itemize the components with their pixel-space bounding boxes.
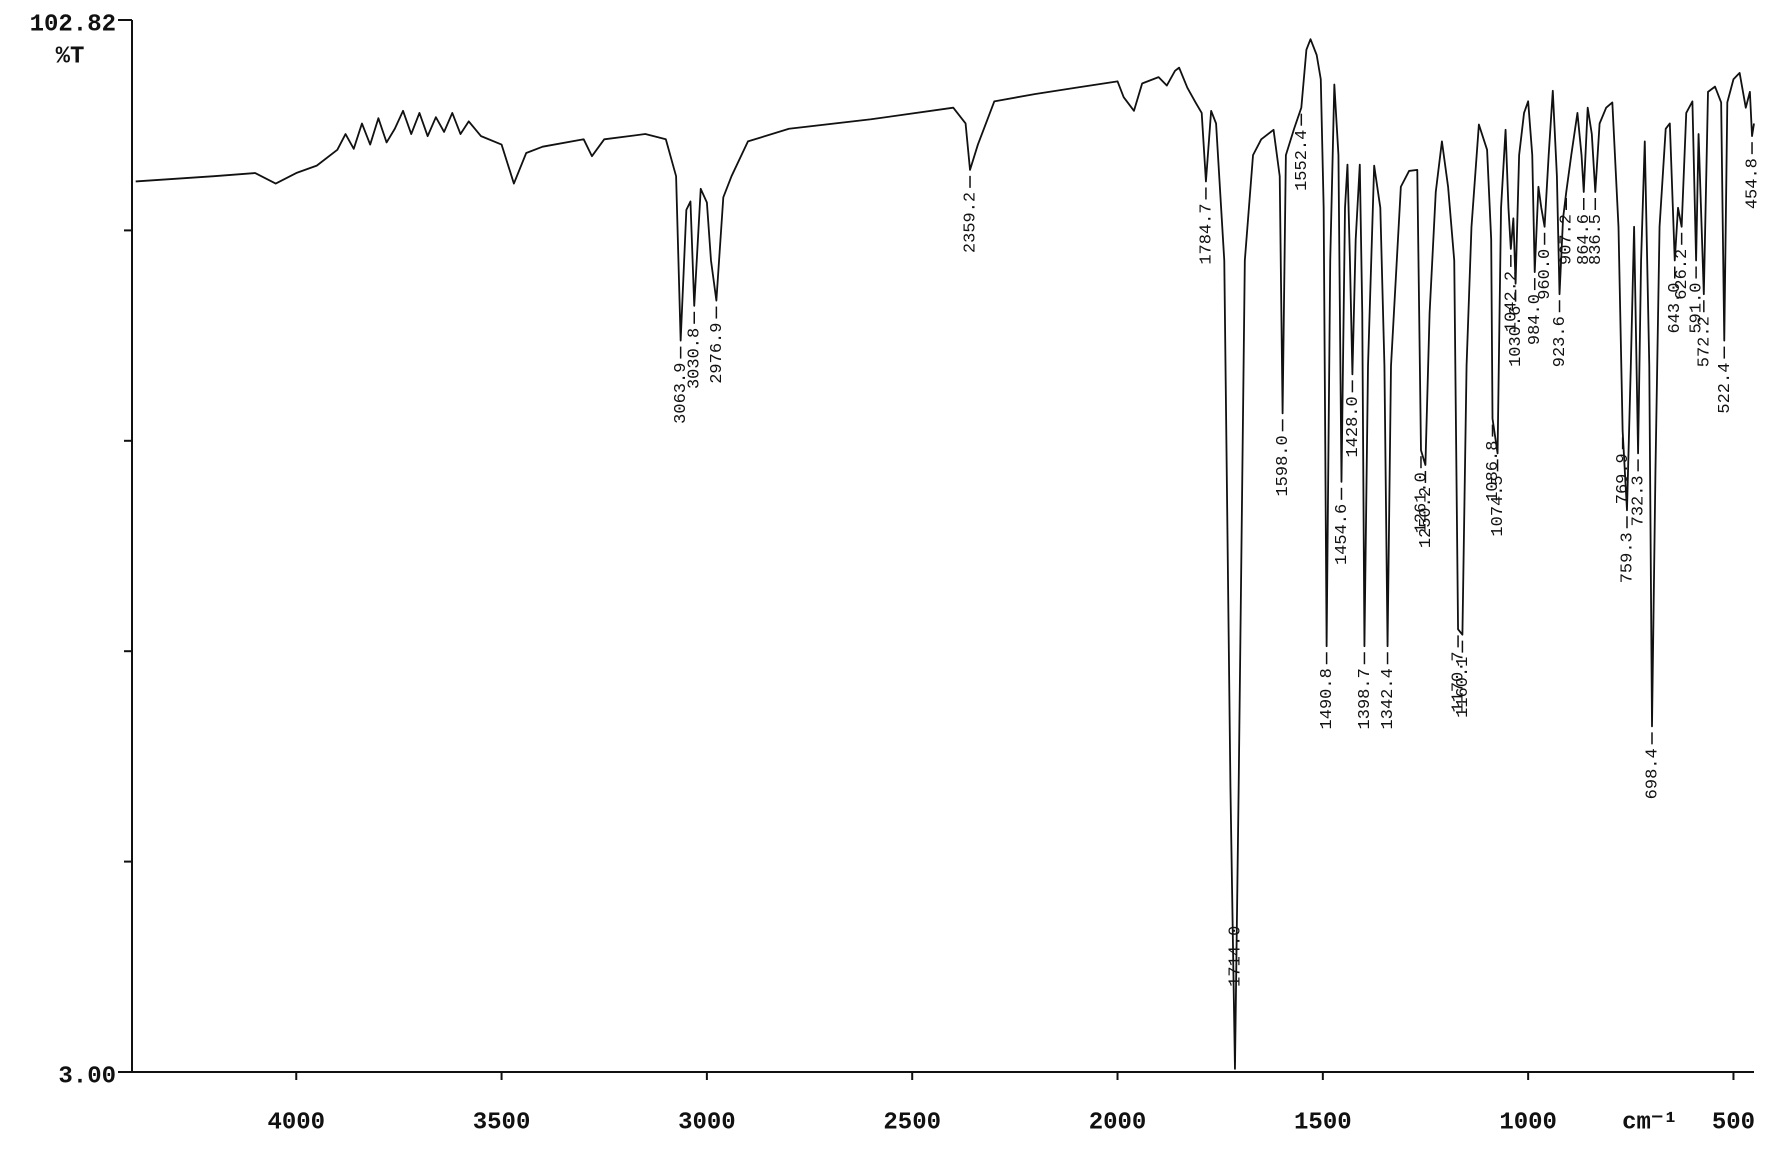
x-tick-label: 1500 <box>1294 1109 1352 1136</box>
x-axis-label: cm⁻¹ <box>1622 1109 1678 1136</box>
peak-label: 864.6 <box>1575 214 1594 265</box>
peak-label: 1250.2 <box>1417 487 1436 548</box>
peak-label: 1454.6 <box>1333 504 1352 565</box>
peak-label: 1428.0 <box>1344 396 1363 457</box>
peak-label: 1261.0 <box>1412 472 1431 533</box>
peak-label: 1086.8 <box>1484 441 1503 502</box>
peak-label: 3063.9 <box>672 363 691 424</box>
peak-label: 984.0 <box>1526 294 1545 345</box>
peak-label: 769.9 <box>1614 453 1633 504</box>
peak-label: 522.4 <box>1716 363 1735 414</box>
peak-label: 2976.9 <box>708 323 727 384</box>
x-tick-label: 1000 <box>1499 1109 1557 1136</box>
peak-label: 572.2 <box>1695 316 1714 367</box>
x-tick-label: 4000 <box>267 1109 325 1136</box>
y-tick-label: 3.00 <box>58 1063 116 1090</box>
peak-label: 626.2 <box>1673 249 1692 300</box>
peak-label: 1598.0 <box>1274 435 1293 496</box>
peak-label: 1074.5 <box>1489 475 1508 536</box>
peak-label: 1784.7 <box>1197 203 1216 264</box>
x-tick-label: 3500 <box>473 1109 531 1136</box>
peak-label: 907.2 <box>1558 214 1577 265</box>
x-tick-label: 500 <box>1712 1109 1755 1136</box>
peak-label: 1490.8 <box>1318 668 1337 729</box>
peak-label: 960.0 <box>1536 249 1555 300</box>
x-tick-label: 2000 <box>1089 1109 1147 1136</box>
peak-label: 1342.4 <box>1379 668 1398 729</box>
y-tick-label: 102.82 <box>30 11 116 38</box>
peak-label: 1170.7 <box>1450 651 1469 712</box>
spectrum-line <box>135 38 1755 1070</box>
peak-label: 1714.0 <box>1226 926 1245 987</box>
peak-label: 591.0 <box>1688 282 1707 333</box>
peak-label: 923.6 <box>1551 316 1570 367</box>
y-axis-label: %T <box>56 43 85 70</box>
peak-label: 698.4 <box>1643 748 1662 799</box>
peak-label: 759.3 <box>1618 532 1637 583</box>
x-tick-label: 2500 <box>883 1109 941 1136</box>
peak-label: 1552.4 <box>1293 130 1312 191</box>
peak-label: 454.8 <box>1744 158 1763 209</box>
peak-label: 732.3 <box>1630 475 1649 526</box>
peak-label: 3030.8 <box>686 328 705 389</box>
peak-label: 1160.1 <box>1454 657 1473 718</box>
peak-label: 1042.2 <box>1502 271 1521 332</box>
x-tick-label: 3000 <box>678 1109 736 1136</box>
peak-label: 643.0 <box>1666 282 1685 333</box>
peak-label: 2359.2 <box>962 192 981 253</box>
peak-label: 1030.6 <box>1507 306 1526 367</box>
peak-label: 836.5 <box>1587 214 1606 265</box>
peak-label: 1398.7 <box>1356 668 1375 729</box>
